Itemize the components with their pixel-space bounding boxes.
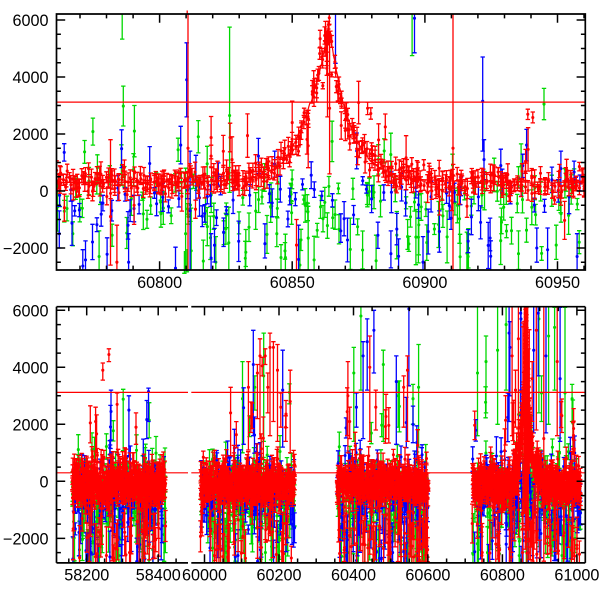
- svg-text:6000: 6000: [12, 12, 48, 30]
- svg-text:60600: 60600: [405, 567, 450, 585]
- svg-text:6000: 6000: [12, 303, 48, 321]
- svg-text:58200: 58200: [64, 567, 109, 585]
- svg-text:4000: 4000: [12, 360, 48, 378]
- svg-text:60200: 60200: [256, 567, 301, 585]
- svg-text:60000: 60000: [182, 567, 227, 585]
- svg-text:2000: 2000: [12, 126, 48, 144]
- svg-text:0: 0: [39, 183, 48, 201]
- svg-text:−2000: −2000: [3, 531, 48, 549]
- svg-text:−2000: −2000: [3, 240, 48, 258]
- svg-text:60800: 60800: [480, 567, 525, 585]
- svg-text:60850: 60850: [270, 274, 315, 292]
- svg-text:58400: 58400: [136, 567, 181, 585]
- svg-text:61000: 61000: [554, 567, 599, 585]
- svg-text:60400: 60400: [331, 567, 376, 585]
- svg-text:4000: 4000: [12, 69, 48, 87]
- svg-text:60900: 60900: [402, 274, 447, 292]
- svg-text:60950: 60950: [535, 274, 580, 292]
- svg-text:0: 0: [39, 474, 48, 492]
- svg-text:60800: 60800: [137, 274, 182, 292]
- svg-text:2000: 2000: [12, 417, 48, 435]
